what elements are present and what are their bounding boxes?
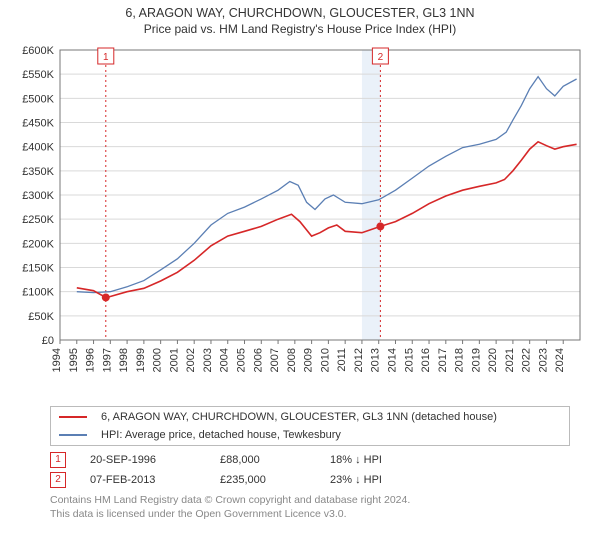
svg-text:2022: 2022 [521, 348, 533, 372]
svg-text:£550K: £550K [22, 69, 54, 81]
svg-text:1998: 1998 [118, 348, 130, 372]
svg-text:2003: 2003 [202, 348, 214, 372]
price-chart: £0 £50K £100K £150K £200K £250K £300K £350K £400… [10, 40, 590, 400]
svg-text:1995: 1995 [68, 348, 80, 372]
event-delta: 23% ↓ HPI [330, 474, 440, 486]
svg-text:2023: 2023 [537, 348, 549, 372]
legend-swatch-0 [59, 416, 87, 418]
svg-text:£400K: £400K [22, 142, 54, 154]
legend-row: 6, ARAGON WAY, CHURCHDOWN, GLOUCESTER, G… [53, 409, 567, 425]
event-price: £235,000 [220, 474, 330, 486]
svg-text:2013: 2013 [370, 348, 382, 372]
svg-text:£500K: £500K [22, 93, 54, 105]
svg-text:2006: 2006 [252, 348, 264, 372]
svg-text:1997: 1997 [101, 348, 113, 372]
svg-text:2016: 2016 [420, 348, 432, 372]
legend-label-0: 6, ARAGON WAY, CHURCHDOWN, GLOUCESTER, G… [95, 409, 567, 425]
event-row: 2 07-FEB-2013 £235,000 23% ↓ HPI [50, 472, 590, 488]
svg-text:2: 2 [378, 52, 384, 63]
svg-text:2002: 2002 [185, 348, 197, 372]
svg-text:£450K: £450K [22, 118, 54, 130]
event-badge-2: 2 [50, 472, 66, 488]
svg-text:£350K: £350K [22, 166, 54, 178]
footer-attribution: Contains HM Land Registry data © Crown c… [50, 494, 590, 521]
svg-text:2015: 2015 [403, 348, 415, 372]
svg-text:2012: 2012 [353, 348, 365, 372]
svg-text:2007: 2007 [269, 348, 281, 372]
svg-text:2000: 2000 [152, 348, 164, 372]
svg-text:2005: 2005 [236, 348, 248, 372]
svg-text:2004: 2004 [219, 348, 231, 372]
legend-label-1: HPI: Average price, detached house, Tewk… [95, 427, 567, 443]
svg-text:2019: 2019 [470, 348, 482, 372]
svg-text:£0: £0 [42, 335, 54, 347]
footer-line1: Contains HM Land Registry data © Crown c… [50, 494, 590, 508]
event-badge-1: 1 [50, 452, 66, 468]
legend-swatch-1 [59, 434, 87, 436]
svg-text:1999: 1999 [135, 348, 147, 372]
svg-text:1994: 1994 [51, 348, 63, 372]
svg-text:£50K: £50K [28, 311, 54, 323]
svg-text:2010: 2010 [319, 348, 331, 372]
event-row: 1 20-SEP-1996 £88,000 18% ↓ HPI [50, 452, 590, 468]
legend-row: HPI: Average price, detached house, Tewk… [53, 427, 567, 443]
svg-text:£600K: £600K [22, 45, 54, 57]
svg-text:2011: 2011 [336, 348, 348, 372]
svg-text:2018: 2018 [454, 348, 466, 372]
svg-text:2009: 2009 [303, 348, 315, 372]
svg-text:1996: 1996 [85, 348, 97, 372]
svg-text:£300K: £300K [22, 190, 54, 202]
svg-text:2008: 2008 [286, 348, 298, 372]
event-price: £88,000 [220, 454, 330, 466]
svg-text:2014: 2014 [386, 348, 398, 372]
svg-text:2020: 2020 [487, 348, 499, 372]
svg-text:2017: 2017 [437, 348, 449, 372]
events-list: 1 20-SEP-1996 £88,000 18% ↓ HPI 2 07-FEB… [50, 452, 590, 488]
chart-subtitle: Price paid vs. HM Land Registry's House … [10, 22, 590, 36]
event-delta: 18% ↓ HPI [330, 454, 440, 466]
svg-text:1: 1 [103, 52, 109, 63]
chart-title: 6, ARAGON WAY, CHURCHDOWN, GLOUCESTER, G… [10, 6, 590, 20]
svg-text:2021: 2021 [504, 348, 516, 372]
svg-text:£200K: £200K [22, 238, 54, 250]
event-date: 20-SEP-1996 [90, 454, 220, 466]
svg-text:£150K: £150K [22, 263, 54, 275]
svg-text:2024: 2024 [554, 348, 566, 372]
footer-line2: This data is licensed under the Open Gov… [50, 508, 590, 522]
legend: 6, ARAGON WAY, CHURCHDOWN, GLOUCESTER, G… [50, 406, 570, 446]
event-date: 07-FEB-2013 [90, 474, 220, 486]
svg-text:2001: 2001 [168, 348, 180, 372]
svg-text:£250K: £250K [22, 214, 54, 226]
svg-text:£100K: £100K [22, 287, 54, 299]
